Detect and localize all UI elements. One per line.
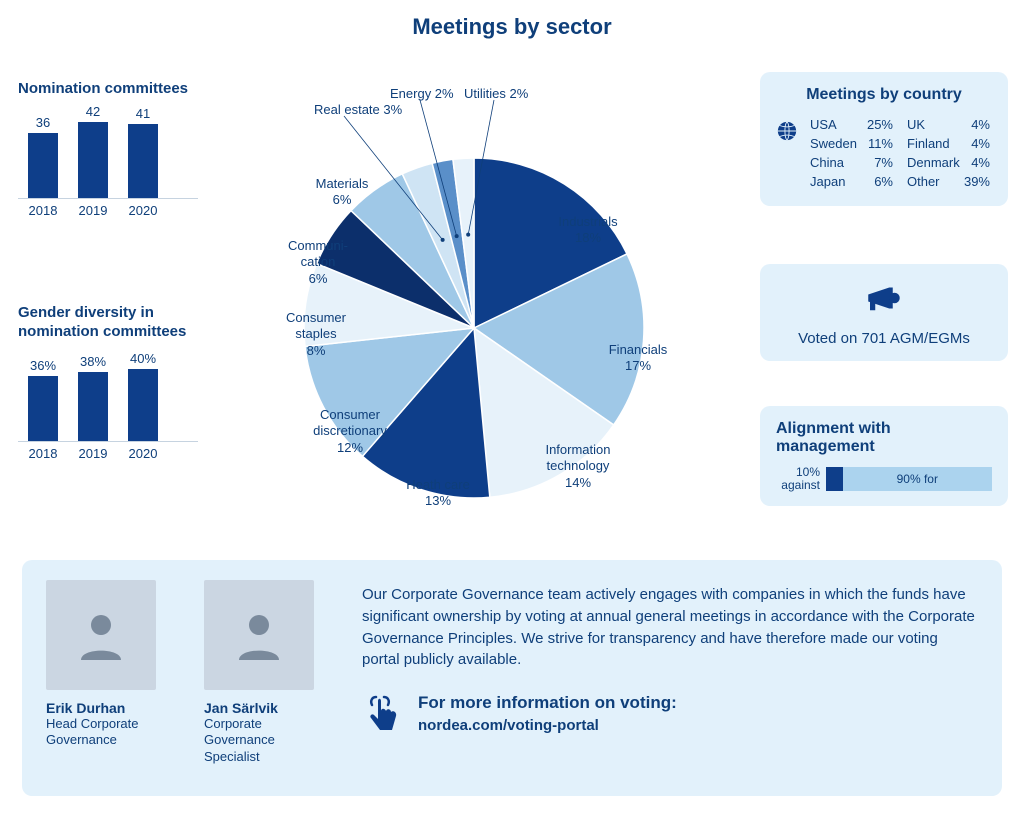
country-row: Denmark4%: [907, 154, 990, 171]
globe-icon: [776, 114, 798, 192]
bar-chart-nomination: Nomination committees 364241 20182019202…: [18, 80, 198, 218]
country-table-left: USA25%Sweden11%China7%Japan6%: [808, 114, 895, 192]
bar: 41: [124, 106, 162, 198]
bar-rect: [128, 124, 158, 198]
bar: 36%: [24, 358, 62, 441]
bar-value: 38%: [80, 354, 106, 369]
bar-value: 40%: [130, 351, 156, 366]
avatar: [46, 580, 156, 690]
card-title: Alignment with management: [776, 420, 992, 456]
country-name: China: [810, 154, 862, 171]
bar-x-label: 2020: [124, 203, 162, 218]
bar-rect: [128, 369, 158, 441]
country-name: UK: [907, 116, 961, 133]
bar: 36: [24, 115, 62, 198]
bar-value: 36: [36, 115, 50, 130]
tap-icon: [362, 693, 402, 737]
bar-rect: [78, 372, 108, 440]
person-title: Corporate Governance Specialist: [204, 716, 334, 765]
country-value: 7%: [864, 154, 893, 171]
person-name: Erik Durhan: [46, 700, 176, 716]
bar-chart-title: Gender diversity in nomination committee…: [18, 304, 198, 342]
country-name: Finland: [907, 135, 961, 152]
bar: 42: [74, 104, 112, 198]
bar-chart-bars: 364241: [18, 109, 198, 199]
page-title: Meetings by sector: [0, 14, 1024, 40]
card-title: Meetings by country: [776, 86, 992, 104]
country-name: Japan: [810, 173, 862, 190]
country-row: Japan6%: [810, 173, 893, 190]
country-value: 4%: [963, 154, 990, 171]
bar-x-label: 2019: [74, 203, 112, 218]
description-block: Our Corporate Governance team actively e…: [362, 580, 978, 776]
country-row: USA25%: [810, 116, 893, 133]
alignment-against-label: 10% against: [776, 466, 820, 492]
more-info-title: For more information on voting:: [418, 693, 677, 713]
country-row: Finland4%: [907, 135, 990, 152]
country-table-right: UK4%Finland4%Denmark4%Other39%: [905, 114, 992, 192]
bar-x-label: 2019: [74, 446, 112, 461]
alignment-bar: 10% against 90% for: [776, 466, 992, 492]
bar-value: 42: [86, 104, 100, 119]
person-2: Jan Särlvik Corporate Governance Special…: [204, 580, 334, 776]
avatar: [204, 580, 314, 690]
country-value: 11%: [864, 135, 893, 152]
country-value: 4%: [963, 135, 990, 152]
bar: 40%: [124, 351, 162, 441]
pie-chart-meetings-by-sector: Industrials18%Financials17%Information t…: [208, 72, 728, 546]
bar-x-label: 2018: [24, 446, 62, 461]
bar-chart-x-labels: 2018 2019 2020: [18, 199, 198, 218]
bar-rect: [28, 133, 58, 198]
bottom-panel: Erik Durhan Head Corporate Governance Ja…: [22, 560, 1002, 796]
bar-rect: [28, 376, 58, 441]
bar-x-label: 2020: [124, 446, 162, 461]
megaphone-icon: [863, 284, 905, 316]
country-name: Other: [907, 173, 961, 190]
bar-chart-title: Nomination committees: [18, 80, 198, 99]
description-text: Our Corporate Governance team actively e…: [362, 584, 978, 671]
country-name: USA: [810, 116, 862, 133]
bar-x-label: 2018: [24, 203, 62, 218]
country-row: China7%: [810, 154, 893, 171]
person-name: Jan Särlvik: [204, 700, 334, 716]
country-row: Sweden11%: [810, 135, 893, 152]
card-alignment: Alignment with management 10% against 90…: [760, 406, 1008, 506]
country-name: Denmark: [907, 154, 961, 171]
bar-value: 41: [136, 106, 150, 121]
person-1: Erik Durhan Head Corporate Governance: [46, 580, 176, 776]
alignment-for-segment: 90% for: [843, 467, 992, 491]
country-value: 25%: [864, 116, 893, 133]
bar: 38%: [74, 354, 112, 440]
bar-value: 36%: [30, 358, 56, 373]
voted-text: Voted on 701 AGM/EGMs: [776, 330, 992, 347]
country-row: UK4%: [907, 116, 990, 133]
pie-svg: [208, 72, 728, 546]
card-voted: Voted on 701 AGM/EGMs: [760, 264, 1008, 361]
voting-portal-link[interactable]: nordea.com/voting-portal: [418, 717, 677, 734]
bar-rect: [78, 122, 108, 198]
bar-chart-diversity: Gender diversity in nomination committee…: [18, 304, 198, 461]
bar-chart-x-labels: 2018 2019 2020: [18, 442, 198, 461]
country-name: Sweden: [810, 135, 862, 152]
card-meetings-by-country: Meetings by country USA25%Sweden11%China…: [760, 72, 1008, 206]
alignment-against-segment: [826, 467, 843, 491]
country-value: 39%: [963, 173, 990, 190]
country-value: 4%: [963, 116, 990, 133]
person-title: Head Corporate Governance: [46, 716, 176, 749]
bar-chart-bars: 36% 38% 40%: [18, 352, 198, 442]
country-value: 6%: [864, 173, 893, 190]
country-row: Other39%: [907, 173, 990, 190]
